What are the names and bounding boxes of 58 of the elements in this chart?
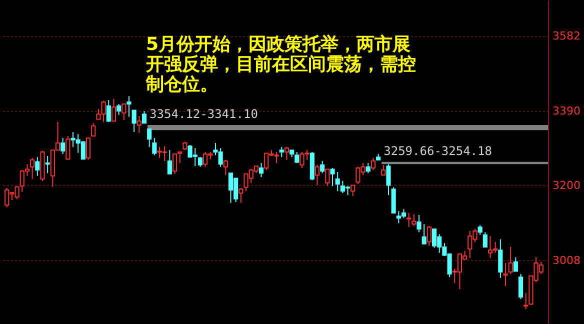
candlestick — [524, 292, 528, 310]
candlestick — [335, 171, 340, 192]
candlestick — [106, 100, 111, 122]
candlestick — [482, 232, 488, 248]
candlestick — [86, 137, 91, 160]
candlestick — [279, 146, 284, 158]
y-tick-label: 3200 — [552, 178, 580, 192]
candlestick — [422, 223, 426, 244]
candlestick — [35, 156, 40, 176]
candlestick — [366, 162, 370, 174]
candlestick — [513, 256, 518, 272]
candlestick — [350, 184, 356, 197]
candlestick — [238, 187, 244, 204]
candlestick — [478, 224, 482, 236]
candlestick — [132, 110, 136, 133]
candlestick — [406, 212, 412, 228]
candlestick — [178, 152, 182, 164]
candlestick — [116, 103, 122, 116]
candlestick — [508, 246, 513, 274]
candlestick — [320, 160, 325, 174]
band-label: 3354.12-3341.10 — [150, 107, 258, 122]
candlestick — [198, 156, 202, 168]
band-label: 3259.66-3254.18 — [384, 144, 492, 158]
candlestick — [325, 168, 330, 187]
candlestick — [45, 155, 50, 174]
candlestick — [223, 159, 228, 176]
y-tick-label: 3008 — [552, 254, 580, 267]
candlestick — [136, 116, 142, 134]
candlestick — [370, 157, 376, 171]
candlestick — [126, 96, 132, 118]
candlestick — [391, 186, 396, 214]
candlestick — [416, 214, 422, 233]
y-tick-label: 3390 — [552, 104, 580, 118]
annotation: 5月份开始，因政策托举，两市展开强反弹，目前在区间震荡，需控制仓位。 — [145, 34, 416, 95]
candlestick — [503, 262, 508, 287]
candlestick — [330, 168, 335, 187]
candlestick — [30, 157, 35, 180]
candlestick — [294, 152, 300, 164]
candlestick — [142, 110, 147, 124]
candlestick — [381, 164, 386, 176]
candlestick — [518, 273, 524, 300]
candlestick — [60, 137, 66, 154]
candlestick — [386, 164, 391, 196]
candlestick — [498, 238, 503, 278]
candlestick — [147, 128, 152, 148]
candlestick — [66, 136, 70, 160]
candlestick — [152, 137, 157, 156]
candlestick — [314, 164, 320, 186]
candlestick — [111, 98, 116, 122]
y-tick-label: 3582 — [552, 29, 580, 42]
candlestick — [122, 103, 126, 120]
candlestick — [284, 146, 289, 160]
candlestick — [167, 150, 172, 174]
candlestick — [426, 225, 432, 246]
candlestick — [91, 122, 96, 137]
candlestick — [412, 214, 416, 226]
candlestick — [259, 162, 264, 178]
candlestick — [172, 153, 178, 174]
